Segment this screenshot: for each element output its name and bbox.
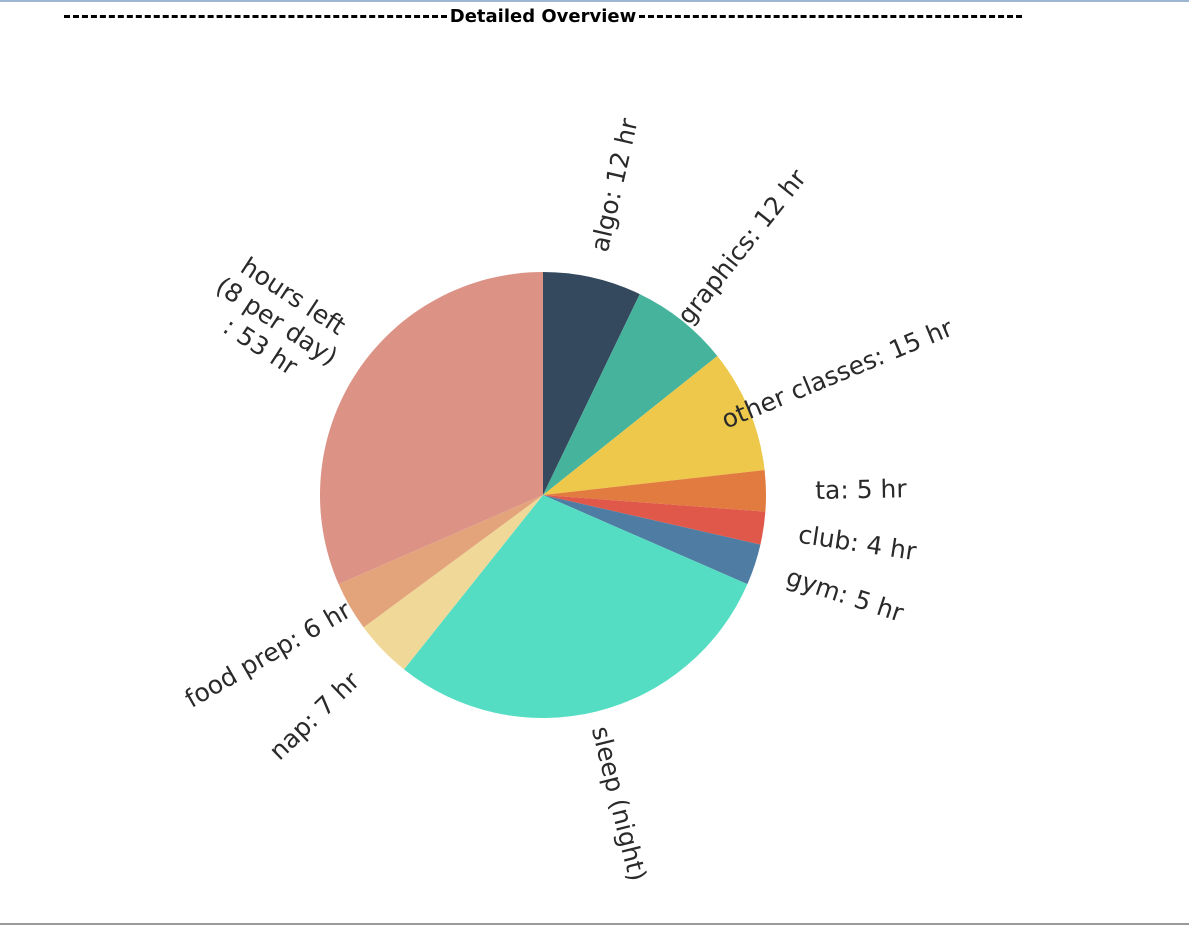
header-dashes-left xyxy=(64,14,447,18)
pie-slice-sleep-night xyxy=(403,495,748,719)
pie-slice-food-prep xyxy=(338,495,543,628)
slice-label-gym: gym: 5 hr xyxy=(783,562,908,628)
slice-label-hours-left-8-per-day: hours left(8 per day): 53 hr xyxy=(194,246,359,397)
pie-slices xyxy=(320,272,767,719)
slice-label-algo: algo: 12 hr xyxy=(585,115,644,254)
pie-slice-gym xyxy=(543,495,761,585)
slice-label-other-classes: other classes: 15 hr xyxy=(717,313,957,435)
window-top-border xyxy=(0,0,1189,2)
pie-slice-other-classes xyxy=(543,355,765,495)
pie-slice-nap xyxy=(363,495,543,670)
overview-title: Detailed Overview xyxy=(449,5,637,27)
slice-label-ta: ta: 5 hr xyxy=(815,474,908,505)
overview-header: Detailed Overview xyxy=(62,4,1024,28)
slice-label-sleep-night: sleep (night) xyxy=(586,723,652,884)
window-bottom-border xyxy=(0,923,1189,925)
pie-slice-graphics xyxy=(543,294,718,495)
header-dashes-right xyxy=(639,14,1022,18)
slice-label-graphics: graphics: 12 hr xyxy=(671,163,812,330)
slice-label-club: club: 4 hr xyxy=(796,520,918,566)
pie-slice-algo xyxy=(543,272,640,495)
pie-slice-hours-left-8-per-day xyxy=(320,272,543,585)
pie-slice-club xyxy=(543,495,766,545)
pie-slice-ta xyxy=(543,470,767,512)
slice-label-nap: nap: 7 hr xyxy=(263,666,365,766)
